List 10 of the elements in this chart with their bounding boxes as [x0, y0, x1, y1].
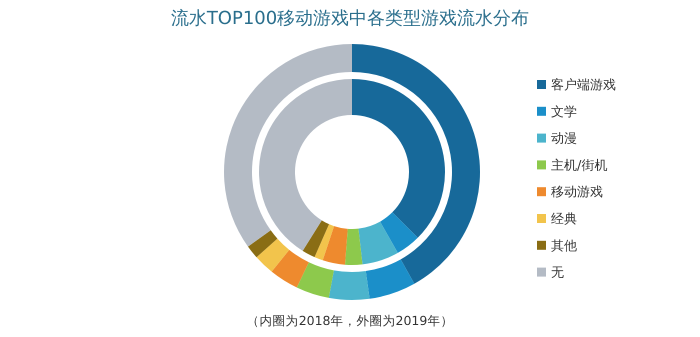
legend-label: 经典	[551, 212, 577, 227]
legend-label: 动漫	[551, 132, 577, 147]
legend-label: 无	[551, 266, 564, 281]
legend-label: 客户端游戏	[551, 77, 616, 93]
legend-label: 主机/街机	[551, 157, 608, 174]
text: （内圈为2018年，外圈为2019年）	[246, 313, 454, 328]
legend-label: 其他	[551, 238, 577, 254]
legend-label: 文学	[551, 104, 577, 120]
chart-title: 流水TOP100移动游戏中各类型游戏流水分布	[170, 8, 530, 29]
legend-label: 移动游戏	[551, 185, 603, 200]
